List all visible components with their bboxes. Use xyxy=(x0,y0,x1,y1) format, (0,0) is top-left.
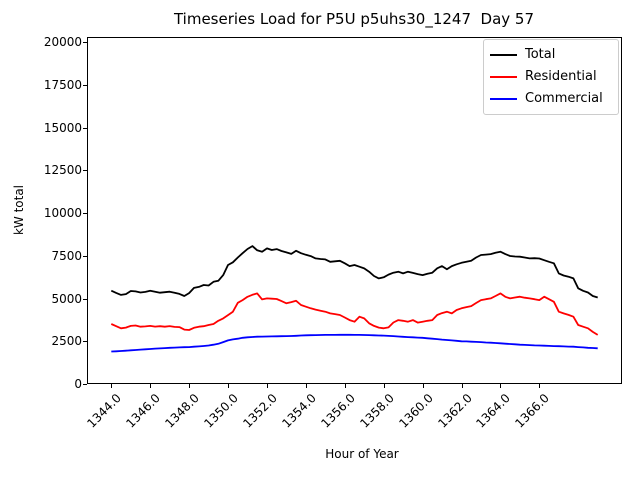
x-tick-mark xyxy=(305,384,307,388)
x-tick-mark xyxy=(539,384,541,388)
legend-label-commercial: Commercial xyxy=(525,91,603,106)
y-axis-label: kW total xyxy=(12,184,26,236)
legend-label-total: Total xyxy=(525,47,556,62)
x-tick-mark xyxy=(267,384,268,388)
y-tick-label: 7500 xyxy=(51,248,82,263)
legend-entry-commercial: Commercial xyxy=(490,88,612,110)
residential-line xyxy=(110,292,599,336)
x-tick-mark xyxy=(111,384,113,388)
y-tick-label: 12500 xyxy=(43,163,82,178)
x-tick-mark xyxy=(189,384,191,388)
legend-label-residential: Residential xyxy=(525,69,597,84)
chart-title: Timeseries Load for P5U p5uhs30_1247 Day… xyxy=(173,10,535,28)
residential-line-sample xyxy=(490,76,517,78)
plot-area xyxy=(110,245,599,353)
y-tick-label: 2500 xyxy=(51,334,82,349)
y-tick-label: 0 xyxy=(74,377,82,391)
total-line xyxy=(110,245,598,299)
y-tick-mark xyxy=(83,170,87,172)
y-tick-mark xyxy=(83,384,87,385)
y-tick-label: 17500 xyxy=(43,77,82,92)
x-tick-mark xyxy=(383,384,385,388)
y-tick-label: 15000 xyxy=(43,120,82,135)
y-tick-label: 10000 xyxy=(43,206,82,221)
commercial-line xyxy=(111,333,598,353)
x-tick-mark xyxy=(500,384,502,388)
x-axis-label: Hour of Year xyxy=(325,447,399,461)
y-tick-mark xyxy=(83,341,87,343)
y-tick-mark xyxy=(83,298,87,300)
y-tick-mark xyxy=(83,84,87,86)
x-tick-mark xyxy=(150,384,152,388)
y-tick-mark xyxy=(83,255,87,257)
y-tick-label: 5000 xyxy=(51,291,82,306)
x-tick-mark xyxy=(344,384,346,388)
x-tick-mark xyxy=(422,384,424,388)
commercial-line-sample xyxy=(490,98,517,100)
legend-entry-total: Total xyxy=(490,44,612,66)
y-tick-mark xyxy=(83,42,87,44)
y-tick-mark xyxy=(83,127,87,129)
total-line-sample xyxy=(490,54,517,56)
y-tick-label: 20000 xyxy=(43,35,82,50)
x-tick-mark xyxy=(228,384,229,388)
legend: Total Residential Commercial xyxy=(483,39,619,115)
x-tick-mark xyxy=(461,384,463,388)
legend-entry-residential: Residential xyxy=(490,66,612,88)
y-tick-mark xyxy=(83,213,87,215)
